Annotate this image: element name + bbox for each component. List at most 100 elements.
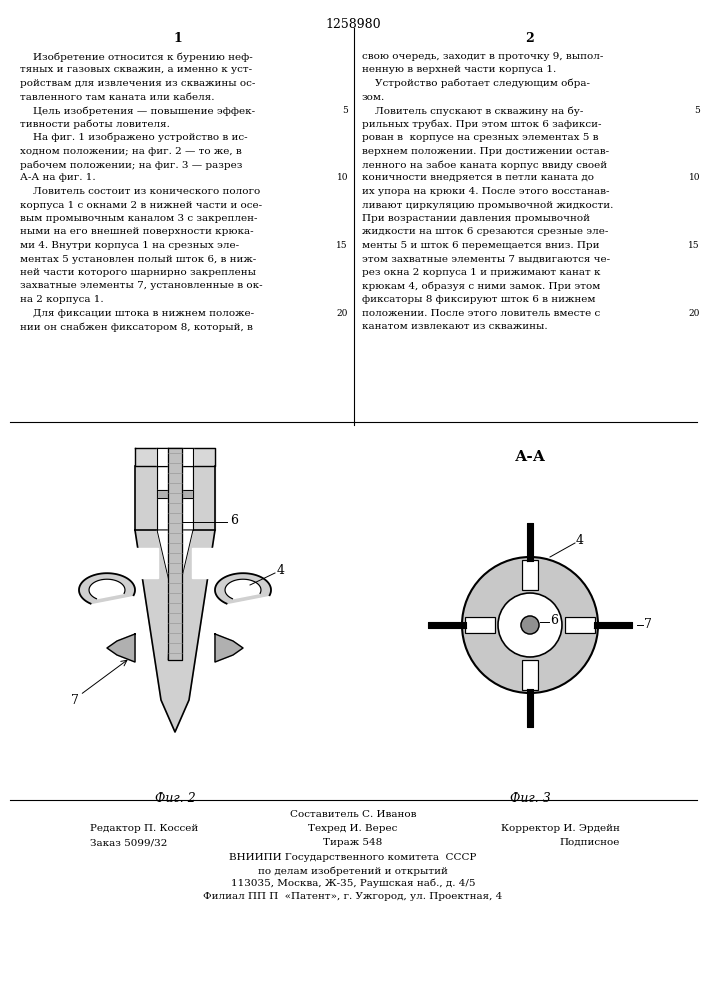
Text: Цель изобретения — повышение эффек-: Цель изобретения — повышение эффек-	[20, 106, 255, 115]
Text: 5: 5	[694, 106, 700, 115]
Text: Филиал ПП П  «Патент», г. Ужгород, ул. Проектная, 4: Филиал ПП П «Патент», г. Ужгород, ул. Пр…	[204, 892, 503, 901]
Text: Ловитель состоит из конического полого: Ловитель состоит из конического полого	[20, 187, 260, 196]
Bar	[565, 617, 595, 633]
Text: Изобретение относится к бурению неф-: Изобретение относится к бурению неф-	[20, 52, 252, 62]
Text: 4: 4	[576, 534, 584, 546]
Text: 10: 10	[337, 174, 348, 182]
Bar	[522, 560, 538, 590]
Bar	[522, 660, 538, 690]
Text: канатом извлекают из скважины.: канатом извлекают из скважины.	[362, 322, 548, 331]
Text: зом.: зом.	[362, 93, 385, 102]
Polygon shape	[89, 579, 125, 599]
Text: ленного на забое каната корпус ввиду своей: ленного на забое каната корпус ввиду сво…	[362, 160, 607, 169]
Text: ВНИИПИ Государственного комитета  СССР: ВНИИПИ Государственного комитета СССР	[229, 853, 477, 862]
Text: А-А: А-А	[515, 450, 546, 464]
Polygon shape	[79, 573, 135, 604]
Text: ней части которого шарнирно закреплены: ней части которого шарнирно закреплены	[20, 268, 256, 277]
Text: 15: 15	[337, 241, 348, 250]
Text: корпуса 1 с окнами 2 в нижней части и осе-: корпуса 1 с окнами 2 в нижней части и ос…	[20, 200, 262, 210]
Bar	[465, 617, 495, 633]
Text: Фиг. 3: Фиг. 3	[510, 792, 550, 805]
Text: их упора на крюки 4. После этого восстанав-: их упора на крюки 4. После этого восстан…	[362, 187, 609, 196]
Bar	[522, 560, 538, 590]
Polygon shape	[157, 530, 193, 660]
Text: ходном положении; на фиг. 2 — то же, в: ходном положении; на фиг. 2 — то же, в	[20, 146, 242, 155]
Bar	[465, 617, 495, 633]
Bar	[522, 660, 538, 690]
Text: 15: 15	[689, 241, 700, 250]
Text: 6: 6	[230, 514, 238, 526]
Text: 4: 4	[277, 564, 285, 576]
Text: тавленного там каната или кабеля.: тавленного там каната или кабеля.	[20, 93, 214, 102]
Text: Для фиксации штока в нижнем положе-: Для фиксации штока в нижнем положе-	[20, 308, 254, 318]
Text: Составитель С. Иванов: Составитель С. Иванов	[290, 810, 416, 819]
Text: Фиг. 2: Фиг. 2	[155, 792, 195, 805]
Text: рован в  корпусе на срезных элементах 5 в: рован в корпусе на срезных элементах 5 в	[362, 133, 599, 142]
Text: верхнем положении. При достижении остав-: верхнем положении. При достижении остав-	[362, 146, 609, 155]
Circle shape	[462, 557, 598, 693]
Text: Корректор И. Эрдейн: Корректор И. Эрдейн	[501, 824, 620, 833]
Text: 1258980: 1258980	[325, 18, 381, 31]
Polygon shape	[135, 448, 215, 466]
Text: тяных и газовых скважин, а именно к уст-: тяных и газовых скважин, а именно к уст-	[20, 66, 252, 75]
Text: Тираж 548: Тираж 548	[323, 838, 382, 847]
Text: Подписное: Подписное	[560, 838, 620, 847]
Text: ливают циркуляцию промывочной жидкости.: ливают циркуляцию промывочной жидкости.	[362, 200, 614, 210]
Bar	[565, 617, 595, 633]
Circle shape	[498, 593, 562, 657]
Polygon shape	[135, 530, 215, 732]
Text: 1: 1	[174, 32, 182, 45]
Text: 10: 10	[689, 174, 700, 182]
Text: по делам изобретений и открытий: по делам изобретений и открытий	[258, 866, 448, 876]
Text: 20: 20	[337, 308, 348, 318]
Text: фиксаторы 8 фиксируют шток 6 в нижнем: фиксаторы 8 фиксируют шток 6 в нижнем	[362, 295, 595, 304]
Polygon shape	[168, 448, 182, 660]
Text: Техред И. Верес: Техред И. Верес	[308, 824, 397, 833]
Text: тивности работы ловителя.: тивности работы ловителя.	[20, 119, 170, 129]
Text: Заказ 5099/32: Заказ 5099/32	[90, 838, 168, 847]
Text: 2: 2	[525, 32, 534, 45]
Text: рильных трубах. При этом шток 6 зафикси-: рильных трубах. При этом шток 6 зафикси-	[362, 119, 602, 129]
Text: крюкам 4, образуя с ними замок. При этом: крюкам 4, образуя с ними замок. При этом	[362, 282, 600, 291]
Text: ными на его внешней поверхности крюка-: ными на его внешней поверхности крюка-	[20, 228, 254, 236]
Text: 5: 5	[342, 106, 348, 115]
Text: нии он снабжен фиксатором 8, который, в: нии он снабжен фиксатором 8, который, в	[20, 322, 253, 332]
Text: ментах 5 установлен полый шток 6, в ниж-: ментах 5 установлен полый шток 6, в ниж-	[20, 254, 256, 263]
Text: ненную в верхней части корпуса 1.: ненную в верхней части корпуса 1.	[362, 66, 556, 75]
Polygon shape	[193, 466, 215, 530]
Text: Ловитель спускают в скважину на бу-: Ловитель спускают в скважину на бу-	[362, 106, 583, 115]
Polygon shape	[192, 548, 217, 578]
Text: Устройство работает следующим обра-: Устройство работает следующим обра-	[362, 79, 590, 89]
Text: Редактор П. Коссей: Редактор П. Коссей	[90, 824, 198, 833]
Text: 113035, Москва, Ж-35, Раушская наб., д. 4/5: 113035, Москва, Ж-35, Раушская наб., д. …	[230, 879, 475, 888]
Text: рабочем положении; на фиг. 3 — разрез: рабочем положении; на фиг. 3 — разрез	[20, 160, 243, 169]
Text: ми 4. Внутри корпуса 1 на срезных эле-: ми 4. Внутри корпуса 1 на срезных эле-	[20, 241, 239, 250]
Text: рез окна 2 корпуса 1 и прижимают канат к: рез окна 2 корпуса 1 и прижимают канат к	[362, 268, 600, 277]
Text: А-А на фиг. 1.: А-А на фиг. 1.	[20, 174, 95, 182]
Text: менты 5 и шток 6 перемещается вниз. При: менты 5 и шток 6 перемещается вниз. При	[362, 241, 600, 250]
Text: жидкости на шток 6 срезаются срезные эле-: жидкости на шток 6 срезаются срезные эле…	[362, 228, 609, 236]
Text: ройствам для извлечения из скважины ос-: ройствам для извлечения из скважины ос-	[20, 79, 255, 88]
Polygon shape	[135, 466, 157, 530]
Polygon shape	[157, 490, 193, 498]
Text: 7: 7	[644, 618, 652, 632]
Text: коничности внедряется в петли каната до: коничности внедряется в петли каната до	[362, 174, 594, 182]
Text: На фиг. 1 изображено устройство в ис-: На фиг. 1 изображено устройство в ис-	[20, 133, 247, 142]
Text: 6: 6	[550, 613, 558, 626]
Text: вым промывочным каналом 3 с закреплен-: вым промывочным каналом 3 с закреплен-	[20, 214, 257, 223]
Text: свою очередь, заходит в проточку 9, выпол-: свою очередь, заходит в проточку 9, выпо…	[362, 52, 603, 61]
Polygon shape	[157, 448, 193, 466]
Text: 20: 20	[689, 308, 700, 318]
Text: положении. После этого ловитель вместе с: положении. После этого ловитель вместе с	[362, 308, 600, 318]
Text: этом захватные элементы 7 выдвигаются че-: этом захватные элементы 7 выдвигаются че…	[362, 254, 610, 263]
Text: на 2 корпуса 1.: на 2 корпуса 1.	[20, 295, 104, 304]
Polygon shape	[133, 548, 158, 578]
Circle shape	[521, 616, 539, 634]
Polygon shape	[225, 579, 261, 599]
Text: 7: 7	[71, 694, 79, 706]
Polygon shape	[107, 634, 135, 662]
Text: При возрастании давления промывочной: При возрастании давления промывочной	[362, 214, 590, 223]
Polygon shape	[215, 634, 243, 662]
Text: захватные элементы 7, установленные в ок-: захватные элементы 7, установленные в ок…	[20, 282, 262, 290]
Polygon shape	[215, 573, 271, 604]
